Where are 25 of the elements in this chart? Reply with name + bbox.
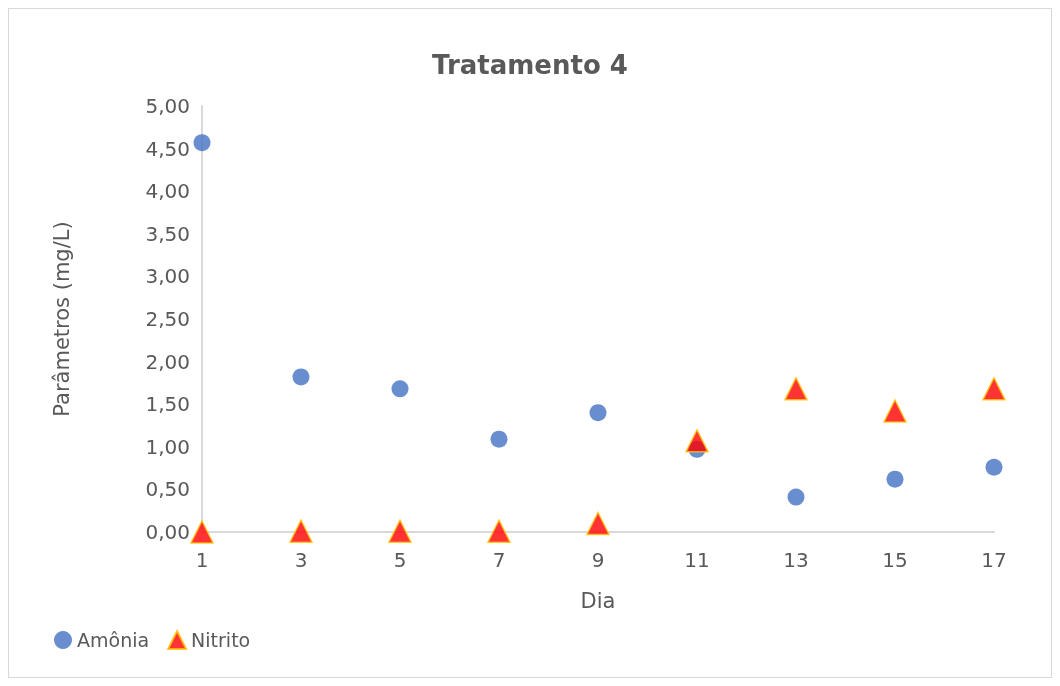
x-tick-label: 17: [981, 548, 1007, 572]
y-tick-label: 3,50: [145, 221, 190, 246]
chart-title: Tratamento 4: [432, 50, 628, 80]
x-tick-label: 13: [783, 548, 809, 572]
x-tick-label: 3: [294, 548, 308, 572]
x-axis-title: Dia: [580, 588, 616, 613]
y-tick-label: 1,50: [145, 392, 190, 417]
x-tick-label: 9: [591, 548, 605, 572]
legend-label: Amônia: [77, 629, 150, 651]
x-tick-label: 11: [684, 548, 710, 572]
y-tick-label: 1,00: [145, 434, 190, 459]
y-tick-label: 0,50: [145, 477, 190, 502]
y-tick-label: 0,00: [145, 520, 190, 544]
y-axis-title: Parâmetros (mg/L): [49, 221, 74, 417]
x-tick-label: 5: [393, 548, 407, 572]
x-tick-label: 7: [492, 548, 506, 572]
x-tick-label: 15: [882, 548, 908, 572]
y-tick-label: 5,00: [145, 94, 190, 118]
y-tick-label: 4,50: [145, 136, 190, 161]
y-tick-label: 2,50: [145, 307, 190, 331]
y-tick-label: 2,00: [145, 349, 190, 374]
legend-label: Nitrito: [191, 629, 251, 651]
y-tick-label: 3,00: [145, 264, 190, 289]
x-tick-label: 1: [195, 548, 209, 572]
y-tick-label: 4,00: [145, 179, 190, 204]
